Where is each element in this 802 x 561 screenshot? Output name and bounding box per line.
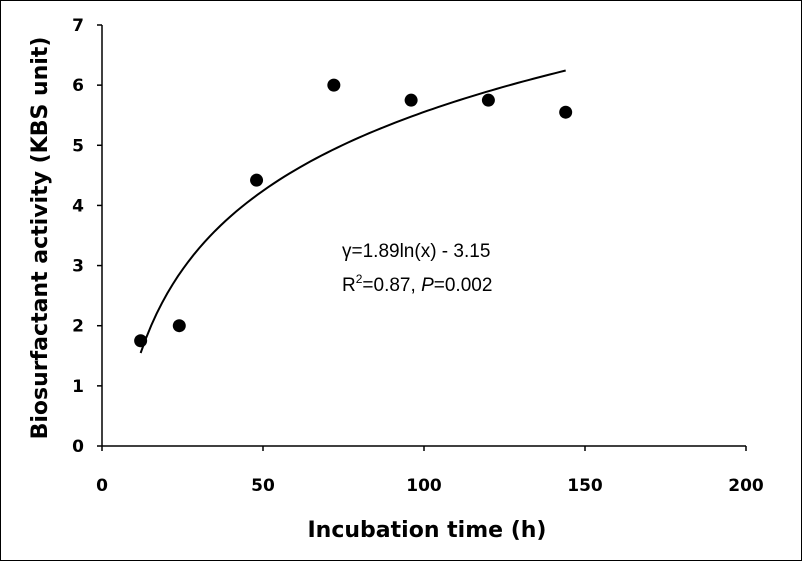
x-axis-label: Incubation time (h) bbox=[308, 518, 547, 543]
r2-annotation: R2=0.87, P=0.002 bbox=[342, 272, 492, 296]
y-axis-label: Biosurfactant activity (KBS unit) bbox=[28, 37, 53, 440]
y-tick-label: 6 bbox=[72, 76, 84, 96]
y-tick-label: 0 bbox=[72, 437, 84, 457]
r2-superscript: 2 bbox=[356, 272, 363, 286]
y-tick-label: 2 bbox=[72, 317, 84, 337]
x-tick-label: 0 bbox=[96, 476, 108, 496]
data-point bbox=[250, 173, 264, 187]
data-point bbox=[404, 93, 418, 107]
x-tick-label: 50 bbox=[251, 476, 275, 496]
x-tick-label: 100 bbox=[406, 476, 442, 496]
r2-value: =0.87, bbox=[362, 275, 421, 296]
r2-prefix: R bbox=[342, 275, 356, 296]
x-tick-label: 150 bbox=[567, 476, 603, 496]
data-point bbox=[559, 105, 573, 119]
x-tick-label: 200 bbox=[728, 476, 764, 496]
data-point bbox=[327, 78, 341, 92]
p-value: =0.002 bbox=[434, 275, 493, 296]
axes bbox=[97, 24, 747, 451]
data-points bbox=[134, 78, 573, 348]
equation-annotation: γ=1.89ln(x) - 3.15 bbox=[342, 241, 490, 262]
data-point bbox=[172, 319, 186, 333]
y-tick-label: 7 bbox=[72, 16, 84, 36]
trendline bbox=[139, 69, 566, 354]
y-tick-label: 3 bbox=[72, 257, 84, 277]
y-tick-label: 1 bbox=[72, 377, 84, 397]
p-label: P bbox=[421, 275, 434, 296]
tick-labels: 0 1 2 3 4 5 6 7 0 50 100 150 200 bbox=[72, 16, 764, 496]
trendline-group bbox=[139, 69, 566, 354]
data-point bbox=[481, 93, 495, 107]
data-point bbox=[134, 334, 148, 348]
y-tick-label: 5 bbox=[72, 136, 84, 156]
y-tick-label: 4 bbox=[72, 196, 84, 216]
